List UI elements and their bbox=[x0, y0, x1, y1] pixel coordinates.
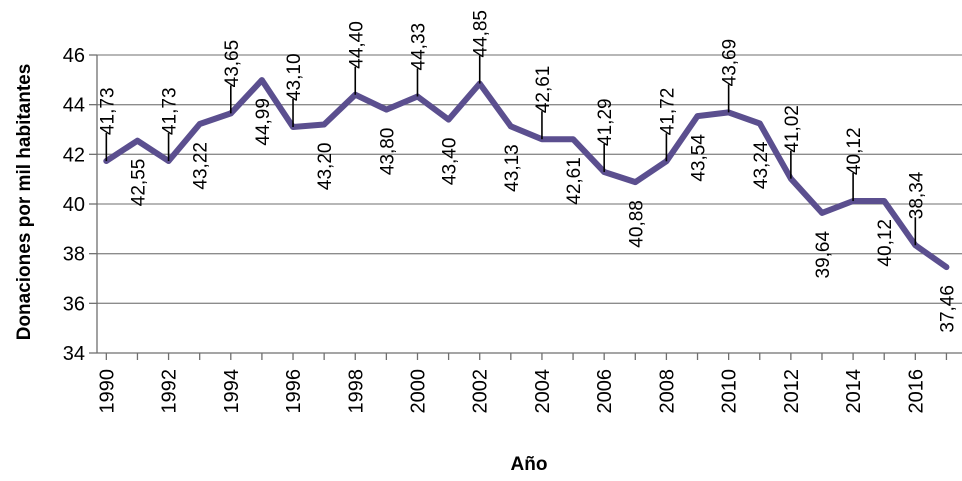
data-point-1993 bbox=[196, 121, 203, 127]
data-label-2011: 43,24 bbox=[751, 141, 772, 189]
data-label-1994: 43,65 bbox=[222, 40, 243, 88]
x-tick-label-1992: 1992 bbox=[159, 369, 181, 414]
y-tick-label-38: 38 bbox=[63, 244, 85, 266]
y-axis-ticks: 34 36 38 40 42 44 46 bbox=[63, 45, 85, 365]
data-label-2006: 41,29 bbox=[595, 98, 616, 146]
data-label-2010: 43,69 bbox=[720, 39, 741, 87]
data-point-2005 bbox=[570, 136, 576, 142]
data-label-2003: 43,13 bbox=[502, 144, 523, 192]
y-tick-label-40: 40 bbox=[63, 194, 85, 216]
x-tick-label-2004: 2004 bbox=[532, 369, 554, 414]
series-group bbox=[103, 77, 950, 271]
data-label-2012: 41,02 bbox=[782, 105, 803, 153]
x-axis-ticks: 1990 1992 1994 1996 1998 2000 2002 2004 2006 2008… bbox=[96, 369, 927, 414]
data-label-1997: 43,20 bbox=[315, 143, 336, 191]
data-point-1991 bbox=[134, 137, 141, 144]
x-tick-label-2002: 2002 bbox=[470, 369, 492, 414]
data-point-2015 bbox=[881, 198, 888, 204]
data-label-1998: 44,40 bbox=[346, 21, 367, 69]
data-point-1995 bbox=[259, 77, 265, 83]
data-label-1991: 42,55 bbox=[128, 159, 149, 207]
data-point-1997 bbox=[321, 121, 327, 128]
data-label-1999: 43,80 bbox=[377, 128, 398, 176]
data-label-1993: 43,22 bbox=[191, 142, 212, 190]
data-label-1992: 41,73 bbox=[160, 87, 181, 135]
data-point-2011 bbox=[756, 120, 763, 127]
x-tick-label-2012: 2012 bbox=[781, 369, 803, 414]
y-tick-label-36: 36 bbox=[63, 293, 85, 315]
y-tick-label-34: 34 bbox=[63, 343, 85, 365]
x-tick-label-1998: 1998 bbox=[345, 369, 367, 414]
y-tick-label-46: 46 bbox=[63, 45, 85, 67]
data-point-2007 bbox=[632, 179, 639, 185]
data-label-2005: 42,61 bbox=[564, 157, 585, 205]
data-label-1996: 43,10 bbox=[284, 53, 305, 101]
x-tick-label-2000: 2000 bbox=[407, 369, 429, 414]
data-label-2004: 42,61 bbox=[533, 66, 554, 114]
y-tick-label-44: 44 bbox=[63, 95, 85, 117]
data-label-2015: 40,12 bbox=[875, 219, 896, 267]
data-label-2014: 40,12 bbox=[844, 127, 865, 175]
x-tick-label-1994: 1994 bbox=[221, 369, 243, 414]
data-point-2001 bbox=[445, 116, 452, 123]
data-point-2013 bbox=[819, 210, 825, 216]
data-label-1995: 44,99 bbox=[253, 98, 274, 146]
data-point-1999 bbox=[383, 106, 390, 113]
x-tick-label-2008: 2008 bbox=[656, 369, 678, 414]
data-label-2013: 39,64 bbox=[813, 231, 834, 279]
data-label-2007: 40,88 bbox=[626, 200, 647, 248]
data-point-2017 bbox=[943, 264, 950, 270]
data-point-2003 bbox=[508, 123, 514, 130]
x-tick-label-2016: 2016 bbox=[905, 369, 927, 414]
data-label-2002: 44,85 bbox=[471, 10, 492, 58]
data-label-2016: 38,34 bbox=[906, 171, 927, 219]
data-label-2009: 43,54 bbox=[689, 134, 710, 182]
y-axis-title: Donaciones por mil habitantes bbox=[14, 64, 35, 341]
data-labels: 41,73 42,55 41,73 43,22 43,65 44,99 43,10 43,20… bbox=[97, 10, 958, 333]
data-label-2008: 41,72 bbox=[657, 88, 678, 136]
x-tick-label-2010: 2010 bbox=[719, 369, 741, 414]
data-label-2017: 37,46 bbox=[937, 285, 958, 333]
series-line bbox=[103, 77, 950, 271]
data-point-2009 bbox=[694, 113, 701, 119]
x-tick-label-1990: 1990 bbox=[96, 369, 118, 414]
x-tick-label-1996: 1996 bbox=[283, 369, 305, 414]
data-label-2001: 43,40 bbox=[440, 138, 461, 186]
data-label-1990: 41,73 bbox=[97, 87, 118, 135]
y-tick-label-42: 42 bbox=[63, 144, 85, 166]
data-label-2000: 44,33 bbox=[408, 23, 429, 71]
x-axis-title: Año bbox=[511, 454, 548, 475]
x-tick-label-2014: 2014 bbox=[843, 369, 865, 414]
x-tick-label-2006: 2006 bbox=[594, 369, 616, 414]
